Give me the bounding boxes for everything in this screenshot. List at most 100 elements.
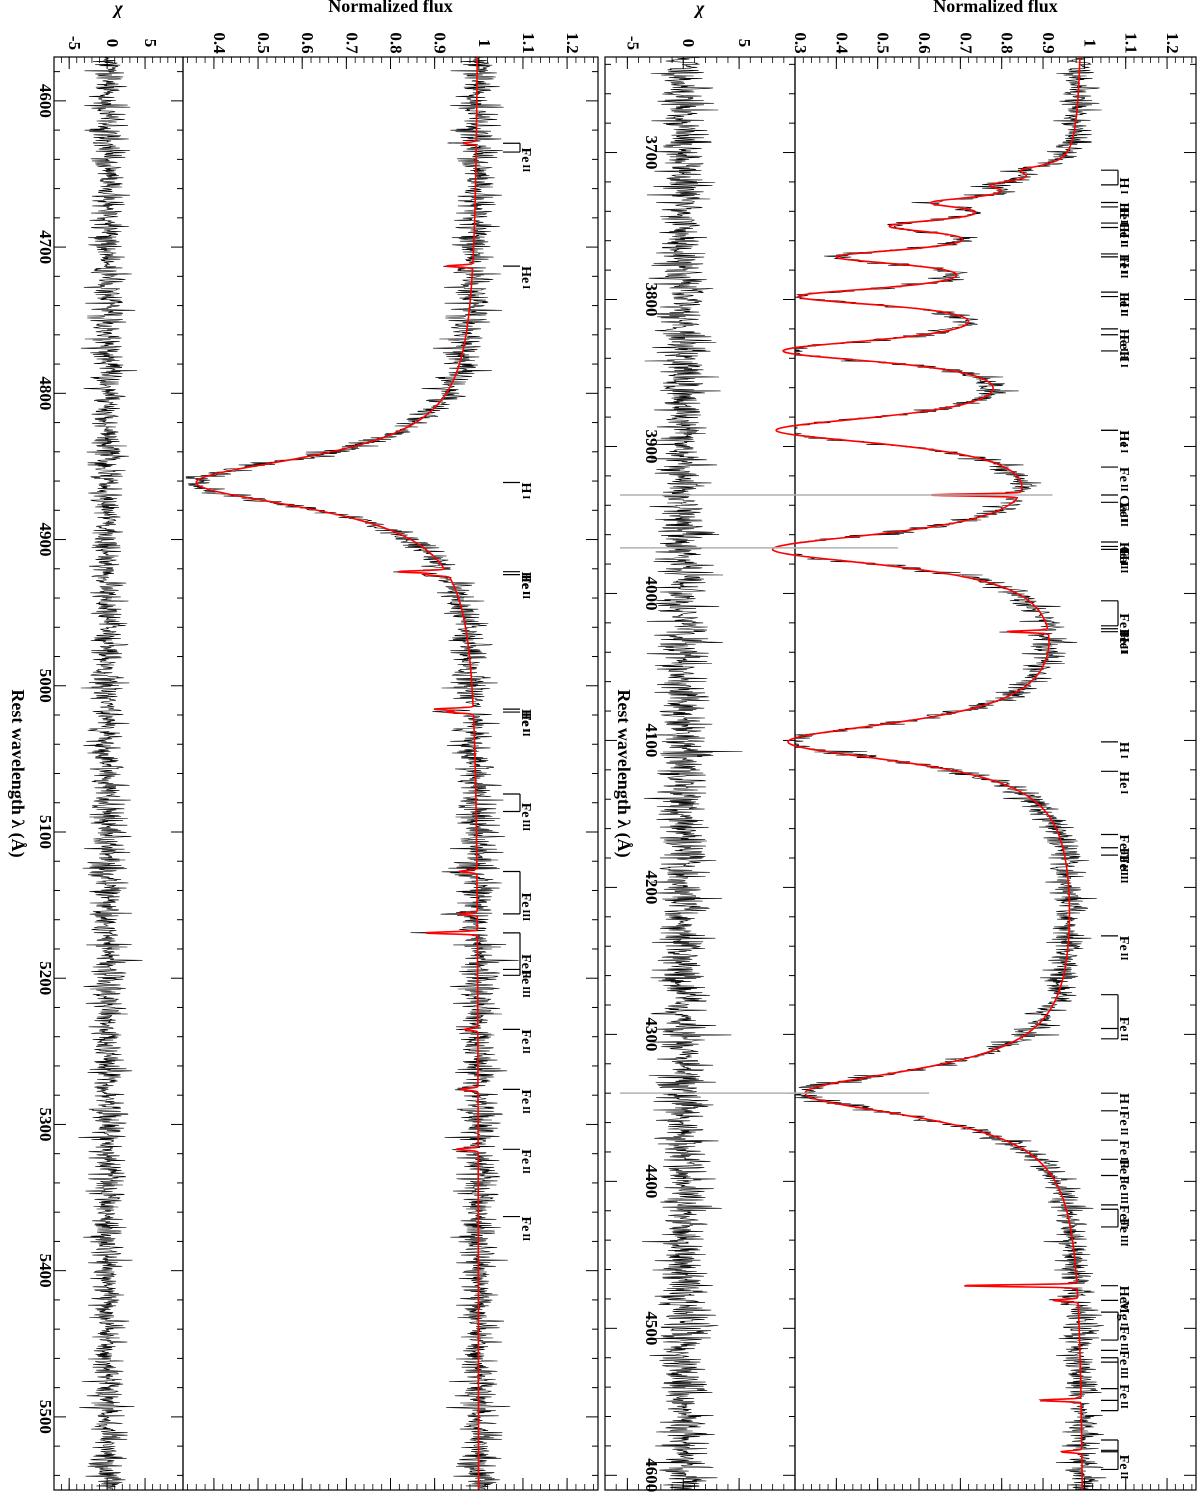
line-id-label: FeII: [519, 1149, 534, 1174]
resid-tick-label: 0: [103, 39, 122, 48]
flux-tick-label: 1: [1080, 39, 1099, 48]
line-id-label: FeIII: [1117, 1175, 1132, 1204]
flux-tick-label: 0.6: [915, 32, 934, 53]
flux-tick-label: 0.3: [791, 32, 810, 53]
x-tick-label: 5200: [36, 961, 55, 995]
line-id-label: HeI: [519, 709, 534, 732]
flux-tick-label: 0.7: [342, 32, 361, 54]
line-id-label: FeII: [519, 1029, 534, 1054]
line-id-label: FeIII: [1117, 855, 1132, 884]
line-id-label: HI: [1117, 430, 1132, 447]
line-id-label: FeII: [1117, 855, 1132, 880]
resid-tick-label: 5: [141, 39, 160, 48]
line-id-label: MgII: [1117, 1300, 1132, 1330]
x-tick-label: 3800: [642, 283, 661, 317]
x-tick-label: 5500: [36, 1400, 55, 1434]
line-id-label: HeI: [1117, 430, 1132, 453]
line-id-label: FeII: [1117, 1017, 1132, 1042]
x-tick-label: 4900: [36, 523, 55, 557]
line-id-label: HeI: [1117, 203, 1132, 226]
line-id-label: FeII: [1117, 629, 1132, 654]
x-tick-label: 4000: [642, 576, 661, 610]
resid-tick-label: -5: [65, 36, 84, 50]
flux-tick-label: 0.5: [254, 32, 273, 53]
x-tick-label: 4700: [36, 230, 55, 264]
flux-frame: [794, 56, 1197, 1491]
resid-tick-label: 5: [735, 39, 754, 48]
x-tick-label: 5100: [36, 815, 55, 849]
line-id-label: FeII: [1117, 1205, 1132, 1230]
x-axis-title: Rest wavelength λ (Å): [7, 689, 28, 857]
flux-tick-label: 0.8: [998, 32, 1017, 53]
flux-tick-label: 1.2: [1163, 32, 1182, 53]
x-tick-label: 5300: [36, 1107, 55, 1141]
line-id-label: FeII: [1117, 467, 1132, 492]
flux-axis-title: Normalized flux: [328, 0, 452, 16]
flux-tick-label: 1.2: [563, 32, 582, 53]
line-id-label: HeI: [519, 266, 534, 289]
panel-blue-spectrum: 3700 3800 3900 4000 4100 4200 4300 4400 4500 4600…: [604, 0, 1197, 1492]
x-tick-label: 5000: [36, 669, 55, 703]
x-tick-label: 3700: [642, 136, 661, 170]
line-id-label: FeII: [1117, 1111, 1132, 1136]
x-tick-label: 4600: [642, 1458, 661, 1492]
line-id-label: FeIII: [519, 803, 534, 832]
line-id-label: HI: [1117, 297, 1132, 314]
flux-tick-label: 0.9: [1039, 32, 1058, 53]
x-tick-label: 4300: [642, 1017, 661, 1051]
resid-axis-title: χ: [111, 0, 123, 18]
line-id-label: HeI: [1117, 1286, 1132, 1309]
line-id-label: FeII: [519, 575, 534, 600]
line-id-label: FeII: [1117, 1384, 1132, 1409]
line-id-label: HeI: [1117, 329, 1132, 352]
flux-tick-label: 0.4: [832, 32, 851, 54]
model-spectrum-line: [195, 57, 480, 1490]
flux-tick-label: 0.9: [431, 32, 450, 53]
line-id-label: HeI: [1117, 542, 1132, 565]
x-tick-label: 4500: [642, 1311, 661, 1345]
line-id-label: FeII: [1117, 1326, 1132, 1351]
resid-axis-title: χ: [693, 0, 705, 18]
line-id-label: HI: [1117, 549, 1132, 566]
flux-tick-label: 0.8: [387, 32, 406, 53]
line-id-label: FeIII: [519, 969, 534, 998]
flux-axis-title: Normalized flux: [933, 0, 1057, 16]
line-id-label: FeII: [519, 148, 534, 173]
flux-tick-label: 0.7: [956, 32, 975, 54]
line-id-label: FeII: [519, 954, 534, 979]
line-id-label: CaII: [1117, 546, 1132, 573]
line-id-label: HI: [1117, 1093, 1132, 1110]
x-tick-label: 5400: [36, 1254, 55, 1288]
line-id-label: HI: [1117, 742, 1132, 759]
line-id-label: FeII: [519, 712, 534, 737]
line-id-label: FeIII: [519, 893, 534, 922]
resid-frame: [604, 56, 796, 1491]
residual-line: [642, 56, 743, 1490]
line-id-label: FeIII: [1117, 1140, 1132, 1169]
observed-spectrum-line: [185, 56, 519, 1490]
resid-tick-label: 0: [679, 39, 698, 48]
panel-red-spectrum: 4600 4700 4800 4900 5000 5100 5200 5300 5400 5500…: [7, 0, 599, 1491]
x-tick-label: 4100: [642, 723, 661, 757]
line-id-label: FeIII: [1117, 613, 1132, 642]
flux-tick-label: 1.1: [1122, 32, 1141, 53]
x-tick-label: 4600: [36, 84, 55, 118]
line-id-label: FeII: [1117, 1455, 1132, 1480]
flux-frame: [182, 56, 599, 1491]
x-axis-title: Rest wavelength λ (Å): [613, 689, 634, 857]
line-id-label: FeII: [1117, 335, 1132, 360]
flux-tick-label: 0.6: [298, 32, 317, 53]
line-id-label: FeIII: [1117, 834, 1132, 863]
line-id-label: FeII: [1117, 254, 1132, 279]
flux-tick-label: 1: [475, 39, 494, 48]
line-id-label: HeI: [519, 572, 534, 595]
x-tick-label: 4800: [36, 376, 55, 410]
resid-tick-label: -5: [623, 36, 642, 50]
line-id-label: CaII: [1117, 495, 1132, 522]
line-id-label: HI: [1117, 178, 1132, 195]
line-id-label: FeIII: [1117, 1218, 1132, 1247]
line-id-label: HI: [519, 483, 534, 500]
line-id-label: HeI: [1117, 771, 1132, 794]
resid-frame: [53, 56, 184, 1491]
